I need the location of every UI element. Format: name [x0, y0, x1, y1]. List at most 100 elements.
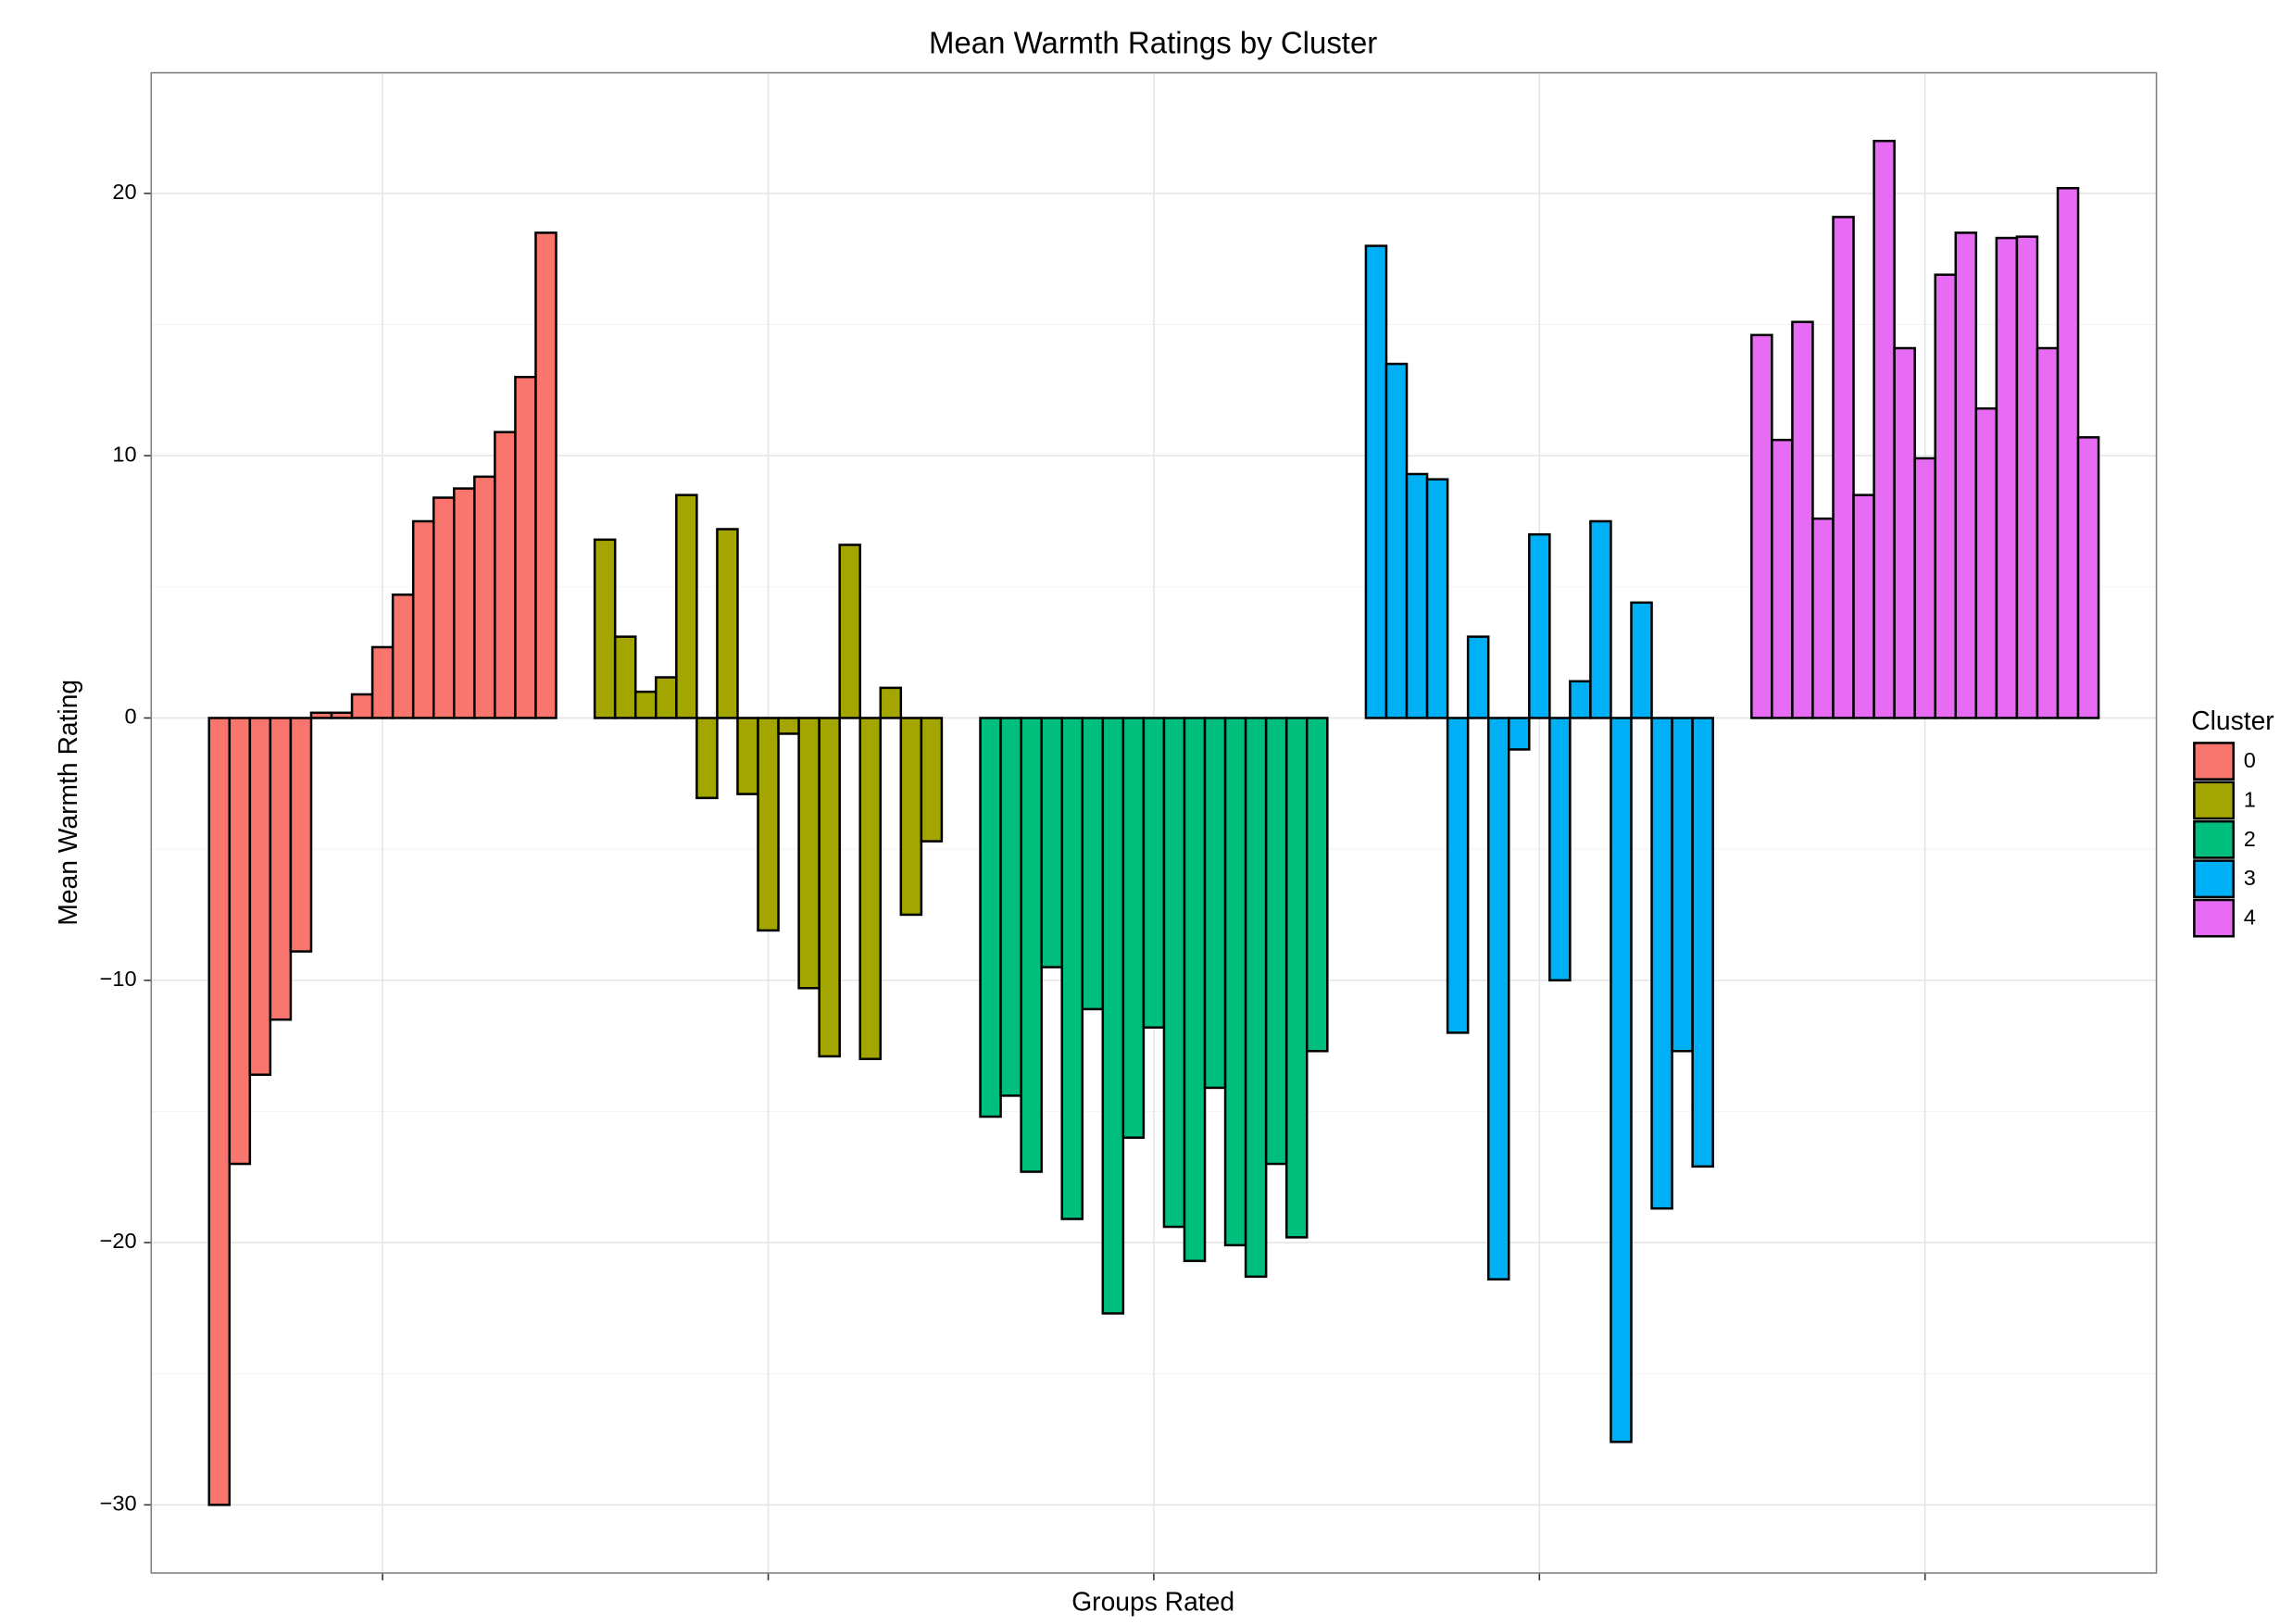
plot-border: [150, 71, 2158, 1574]
y-tick-label: 10: [112, 442, 136, 466]
bar: [879, 686, 903, 719]
bar: [1934, 273, 1958, 719]
legend-label: 1: [2244, 787, 2256, 811]
bar: [1446, 717, 1470, 1034]
bar: [1750, 333, 1773, 719]
y-tick-label: 20: [112, 180, 136, 204]
bar: [432, 496, 456, 719]
legend-label: 2: [2244, 827, 2256, 851]
y-tick-label: −20: [100, 1229, 137, 1253]
legend-label: 0: [2244, 748, 2256, 772]
bar: [1142, 717, 1166, 1029]
y-tick-label: 0: [124, 705, 136, 729]
bar: [370, 645, 395, 719]
bar: [655, 676, 678, 719]
bar: [675, 493, 698, 719]
bar: [1425, 478, 1449, 719]
bar: [1305, 717, 1329, 1053]
legend-key: [2193, 742, 2236, 781]
bar: [1811, 517, 1835, 719]
bar: [1995, 236, 2019, 719]
bar: [1183, 717, 1207, 1263]
bar: [695, 717, 719, 800]
bar: [2056, 186, 2080, 719]
bar: [593, 538, 617, 719]
bar: [1162, 717, 1186, 1229]
bar: [494, 431, 517, 719]
bar: [1040, 717, 1063, 968]
bar: [1507, 717, 1531, 751]
bar: [330, 711, 354, 719]
x-axis-label: Groups Rated: [1071, 1586, 1234, 1616]
y-tick-label: −30: [100, 1492, 137, 1516]
bar: [1364, 244, 1388, 719]
bar: [1081, 717, 1105, 1011]
bar: [736, 717, 759, 795]
bar: [309, 711, 333, 719]
bar: [269, 717, 293, 1021]
bar: [716, 528, 739, 719]
bar: [1101, 717, 1125, 1315]
bar: [1528, 532, 1551, 719]
bar: [1873, 139, 1896, 719]
bar: [1650, 717, 1673, 1210]
bar: [1771, 438, 1794, 719]
bar: [1020, 717, 1043, 1173]
bar: [1244, 717, 1268, 1279]
bar: [757, 717, 780, 932]
bar: [1264, 717, 1288, 1166]
bar: [920, 717, 944, 843]
bar: [1852, 493, 1875, 719]
bar: [1121, 717, 1146, 1139]
bar: [899, 717, 923, 917]
bar: [1466, 635, 1490, 719]
bar: [1384, 362, 1409, 719]
bar: [818, 717, 841, 1058]
bar: [1610, 717, 1633, 1443]
bar: [858, 717, 883, 1060]
bar: [777, 717, 800, 735]
legend-key: [2193, 781, 2236, 820]
bar: [2036, 346, 2060, 719]
bar: [838, 543, 861, 719]
bar: [1630, 601, 1653, 719]
y-axis-label: Mean Warmth Rating: [53, 680, 82, 926]
bar: [2076, 436, 2100, 719]
bar: [1203, 717, 1227, 1090]
bar: [228, 717, 252, 1166]
y-tick-label: −10: [100, 967, 137, 991]
bar: [1913, 456, 1936, 719]
legend-label: 3: [2244, 866, 2256, 890]
bar: [1223, 717, 1247, 1247]
legend-key: [2193, 898, 2236, 938]
bar: [350, 693, 374, 719]
bar: [1284, 717, 1309, 1239]
legend-label: 4: [2244, 906, 2256, 930]
bar: [1832, 216, 1855, 719]
bar: [1974, 406, 1998, 719]
legend-key: [2193, 819, 2236, 859]
bar: [1589, 519, 1612, 719]
bar: [514, 375, 537, 719]
bar: [797, 717, 821, 990]
bar: [1691, 717, 1714, 1168]
bar: [289, 717, 313, 953]
bar: [248, 717, 272, 1076]
bar: [1548, 717, 1572, 982]
bar: [613, 635, 637, 719]
bar: [999, 717, 1022, 1097]
chart-title: Mean Warmth Ratings by Cluster: [929, 25, 1377, 59]
bar: [473, 475, 496, 719]
bar: [1486, 717, 1510, 1280]
legend-title: Cluster: [2191, 706, 2274, 735]
bar: [2015, 235, 2039, 719]
bar: [534, 231, 557, 719]
legend-key: [2193, 859, 2236, 899]
bar: [1671, 717, 1694, 1053]
bar: [979, 717, 1002, 1118]
bar: [391, 593, 415, 719]
bar: [1060, 717, 1084, 1220]
bar: [1791, 320, 1814, 719]
bar: [453, 487, 476, 719]
